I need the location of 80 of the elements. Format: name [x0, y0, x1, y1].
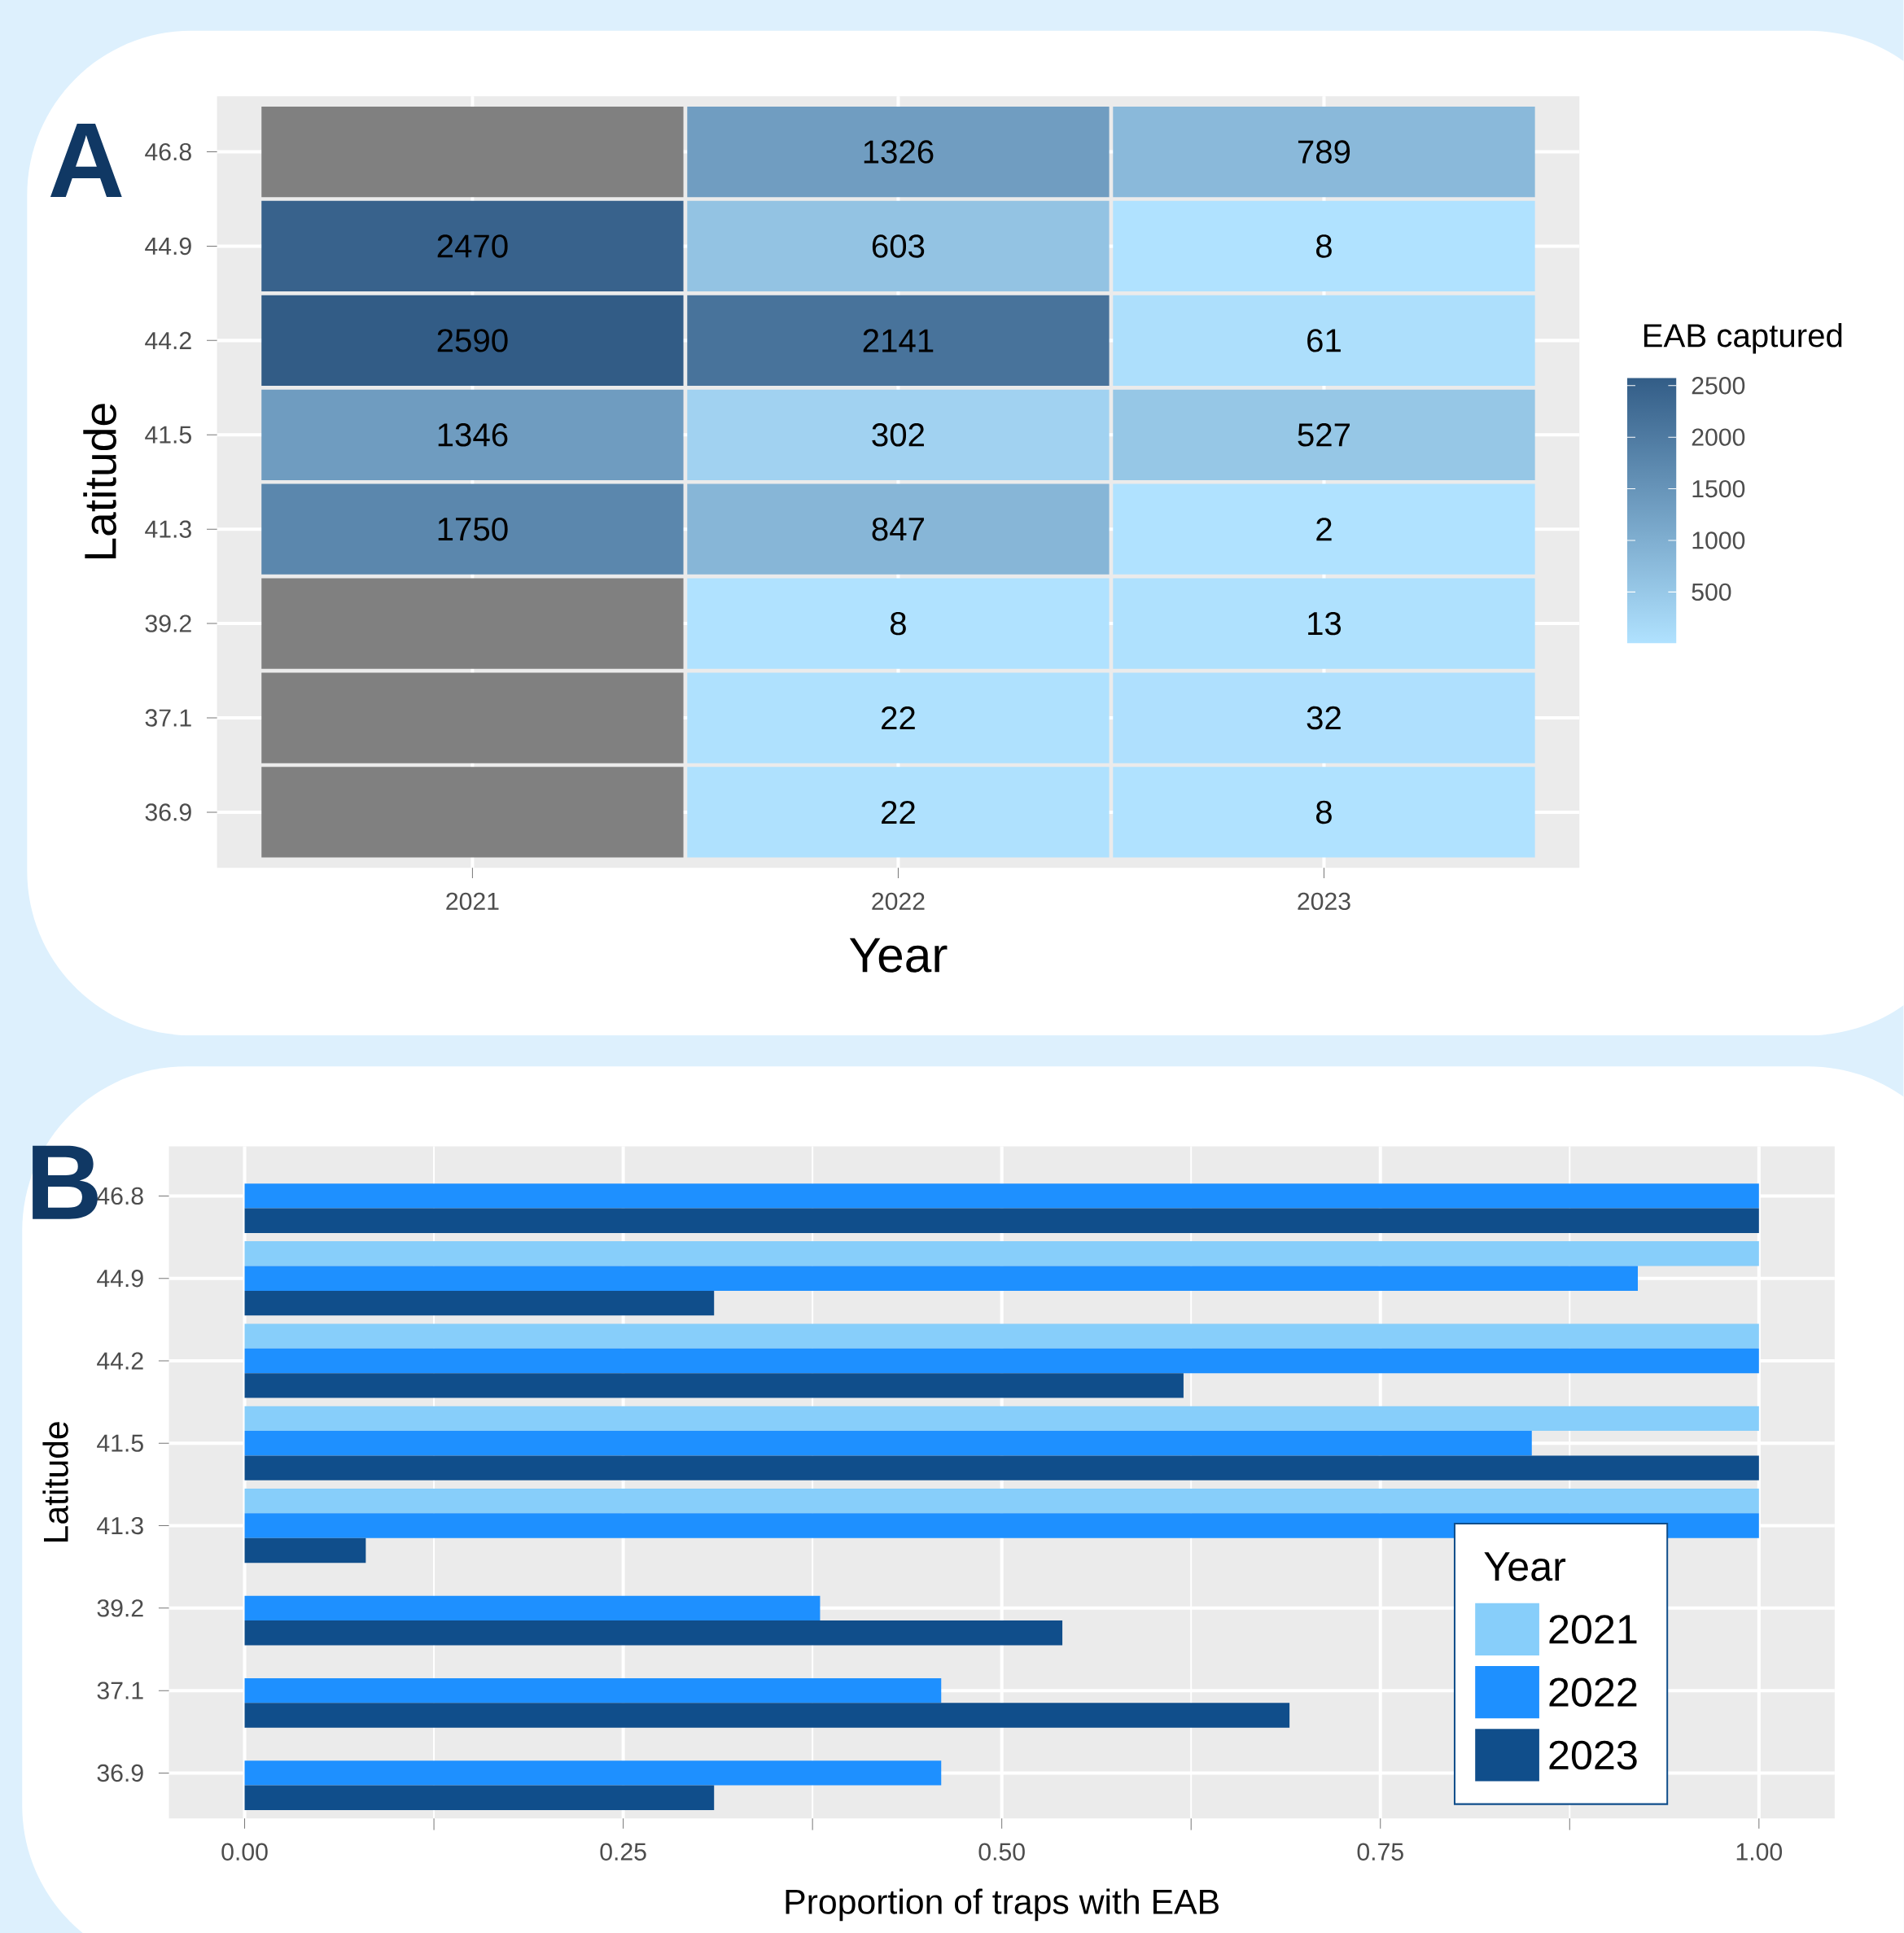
x-tick-label: 2021 — [446, 892, 499, 911]
x-tick-label: 0.75 — [1357, 1843, 1404, 1861]
data-label: 2141 — [863, 329, 934, 352]
y-tick-label: 44.9 — [97, 1270, 143, 1288]
data-label: 22 — [882, 706, 915, 730]
data-label: 2470 — [437, 234, 508, 258]
y-tick-label: 37.1 — [97, 1682, 143, 1699]
color-bar-label: 2000 — [1692, 428, 1745, 446]
bar — [244, 1183, 1759, 1209]
y-tick-label: 41.5 — [97, 1434, 144, 1452]
data-label: 1346 — [438, 423, 508, 447]
color-bar-label: 1000 — [1692, 531, 1745, 549]
x-tick-label: 0.00 — [221, 1843, 268, 1861]
bar — [244, 1785, 715, 1811]
x-tick-label: 2022 — [872, 892, 925, 911]
bar — [244, 1348, 1759, 1374]
chart-title: A — [50, 124, 122, 198]
data-label: 8 — [1316, 234, 1333, 258]
x-axis-title: Year — [849, 938, 948, 973]
x-tick-label: 1.00 — [1736, 1843, 1783, 1861]
bar — [244, 1595, 821, 1621]
x-axis-title: Proportion of traps with EAB — [786, 1888, 1219, 1922]
bar — [244, 1208, 1759, 1233]
y-tick-label: 41.5 — [145, 426, 192, 444]
bar — [244, 1703, 1290, 1728]
bar — [244, 1620, 1063, 1646]
x-tick-label: 0.50 — [978, 1843, 1026, 1861]
y-tick-label: 41.3 — [145, 520, 192, 538]
bar — [244, 1431, 1532, 1456]
y-axis-title: Latitude — [83, 404, 117, 559]
data-label: 32 — [1307, 706, 1341, 730]
data-label: 13 — [1308, 611, 1342, 636]
y-tick-label: 44.2 — [145, 331, 191, 349]
data-label: 8 — [1316, 800, 1333, 824]
data-label: 8 — [891, 611, 907, 636]
bar — [244, 1406, 1759, 1432]
y-tick-label: 41.3 — [97, 1516, 143, 1535]
data-label: 847 — [872, 517, 925, 541]
data-label: 1326 — [864, 140, 934, 164]
bar — [244, 1266, 1639, 1291]
chart-title: B — [33, 1145, 98, 1219]
bar — [244, 1241, 1759, 1266]
y-tick-label: 46.8 — [97, 1187, 143, 1205]
bar — [244, 1513, 1759, 1538]
bar — [244, 1455, 1759, 1480]
y-tick-label: 36.9 — [97, 1764, 143, 1782]
legend-label: 2022 — [1549, 1677, 1637, 1707]
bar — [244, 1290, 715, 1316]
y-tick-label: 36.9 — [145, 803, 191, 821]
bar — [244, 1760, 942, 1786]
y-tick-label: 44.9 — [145, 237, 191, 256]
legend-title: Year — [1484, 1552, 1566, 1581]
bar — [244, 1488, 1759, 1514]
legend-label: 2023 — [1549, 1740, 1637, 1770]
color-bar-label: 2500 — [1692, 377, 1745, 395]
legend-label: 2021 — [1549, 1615, 1637, 1644]
color-bar-label: 1500 — [1692, 479, 1745, 498]
y-tick-label: 39.2 — [97, 1599, 143, 1617]
data-label: 302 — [872, 423, 925, 447]
y-tick-label: 37.1 — [145, 709, 191, 727]
data-label: 603 — [873, 234, 925, 258]
data-label: 2590 — [437, 329, 508, 352]
data-label: 789 — [1298, 140, 1350, 164]
bar — [244, 1323, 1759, 1349]
x-tick-label: 2023 — [1298, 892, 1350, 911]
color-bar-label: 500 — [1692, 583, 1731, 601]
data-label: 22 — [882, 800, 915, 824]
color-bar-title: EAB captured — [1644, 323, 1842, 354]
y-axis-title: Latitude — [42, 1422, 68, 1542]
y-tick-label: 39.2 — [145, 614, 191, 632]
data-label: 527 — [1298, 423, 1350, 447]
bar — [244, 1537, 366, 1563]
bar — [244, 1677, 942, 1703]
data-label: 61 — [1307, 329, 1342, 352]
data-label: 1750 — [438, 517, 508, 541]
x-tick-label: 0.25 — [600, 1843, 646, 1861]
data-label: 2 — [1316, 518, 1332, 541]
y-tick-label: 46.8 — [145, 142, 192, 161]
bar — [244, 1373, 1184, 1398]
y-tick-label: 44.2 — [97, 1352, 143, 1370]
